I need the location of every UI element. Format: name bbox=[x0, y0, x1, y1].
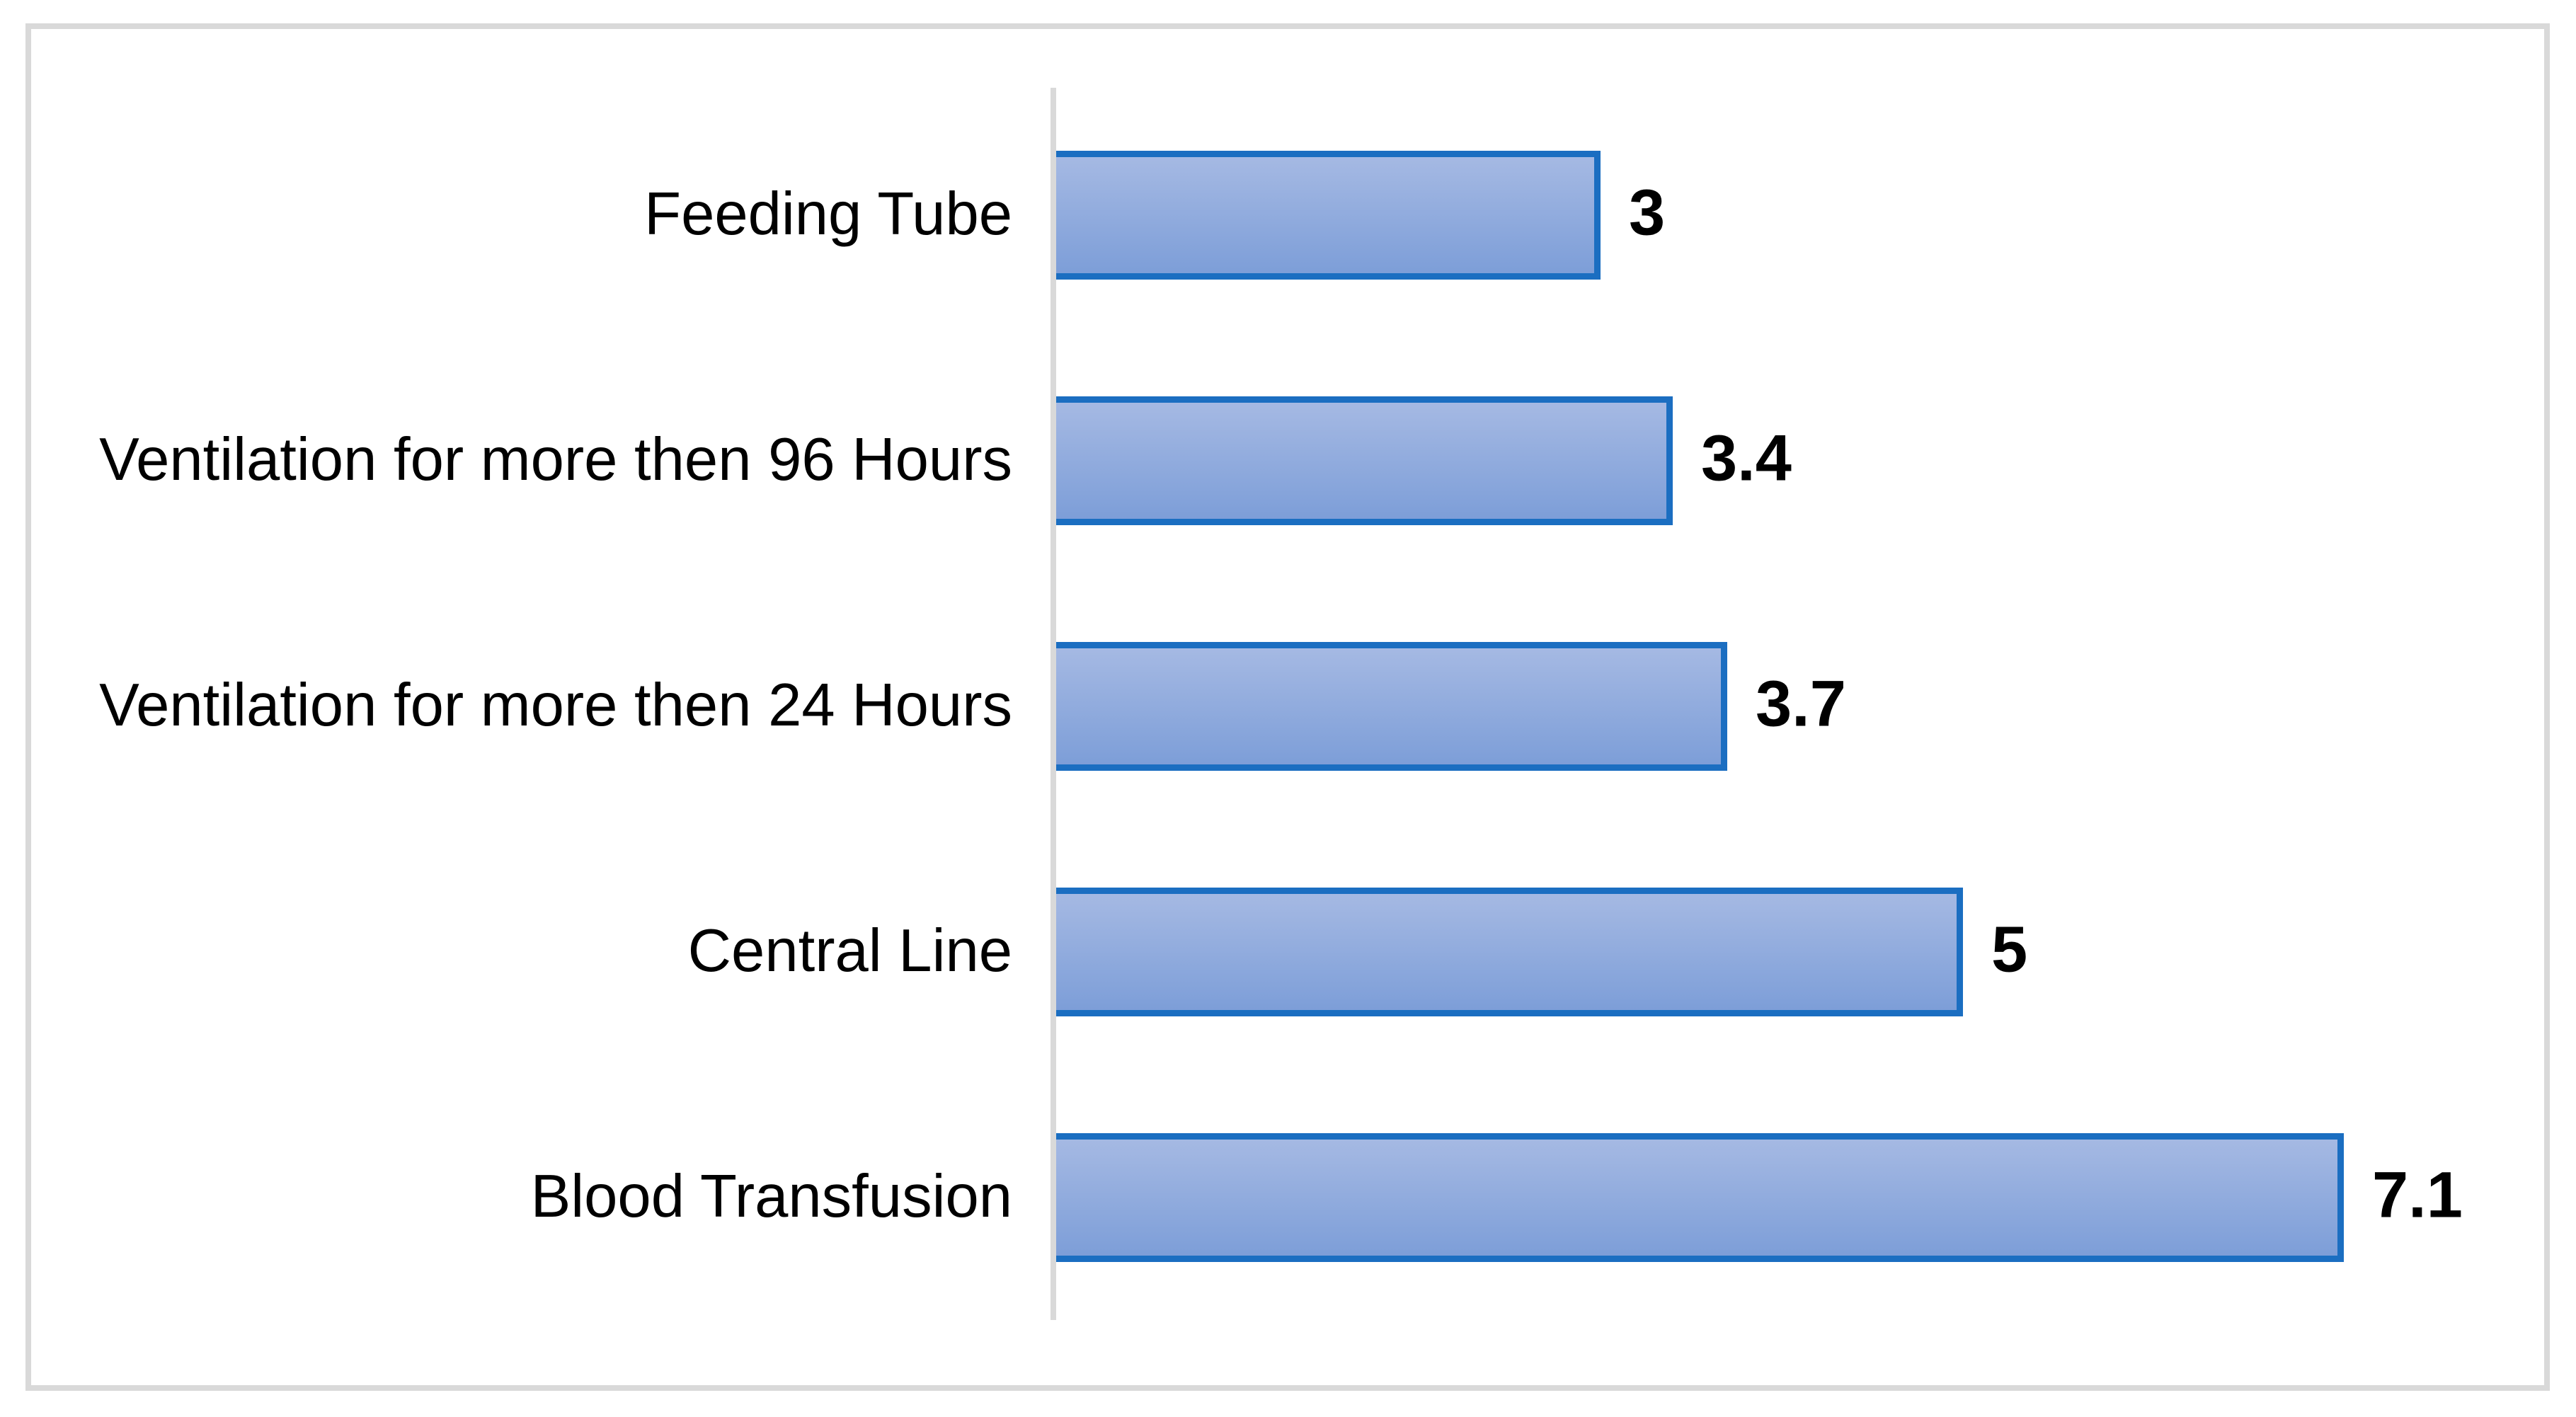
bar bbox=[1056, 1132, 2344, 1262]
bar bbox=[1056, 396, 1673, 525]
bar-row: Ventilation for more then 24 Hours 3.7 bbox=[0, 583, 2576, 829]
bar-row: Feeding Tube 3 bbox=[0, 92, 2576, 338]
category-axis-line bbox=[1051, 88, 1056, 1320]
bar bbox=[1056, 150, 1601, 280]
category-label: Central Line bbox=[687, 917, 1012, 985]
bar-row: Ventilation for more then 96 Hours 3.4 bbox=[0, 338, 2576, 583]
bar bbox=[1056, 887, 1963, 1016]
bar-row: Blood Transfusion 7.1 bbox=[0, 1074, 2576, 1320]
value-label: 5 bbox=[1991, 912, 2028, 985]
value-label: 3.4 bbox=[1701, 421, 1792, 494]
value-label: 3.7 bbox=[1756, 667, 1846, 740]
value-label: 7.1 bbox=[2372, 1158, 2463, 1231]
category-label: Ventilation for more then 24 Hours bbox=[99, 671, 1012, 739]
category-label: Blood Transfusion bbox=[530, 1162, 1012, 1230]
bar-row: Central Line 5 bbox=[0, 829, 2576, 1074]
bar-rows-container: Feeding Tube 3 Ventilation for more then 9… bbox=[0, 92, 2576, 1320]
category-label: Ventilation for more then 96 Hours bbox=[99, 425, 1012, 493]
chart-border-frame bbox=[25, 23, 2550, 1391]
category-label: Feeding Tube bbox=[644, 180, 1012, 248]
value-label: 3 bbox=[1629, 176, 1666, 248]
bar bbox=[1056, 641, 1727, 771]
